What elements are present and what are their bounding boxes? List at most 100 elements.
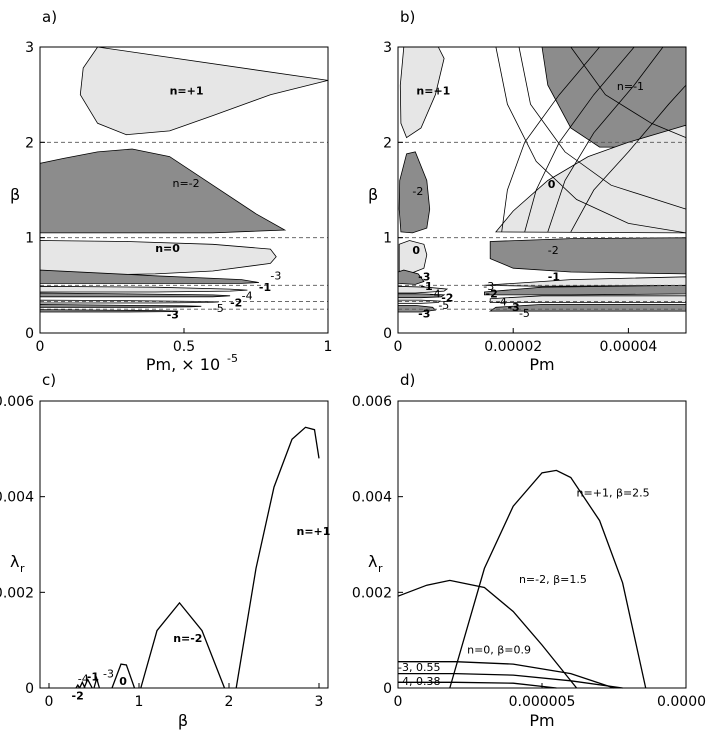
data-label: -2 bbox=[230, 296, 242, 309]
region-1 bbox=[39, 148, 287, 234]
outline-curve-4 bbox=[547, 46, 664, 233]
outline-curve-5 bbox=[570, 84, 687, 233]
data-label: n=+1 bbox=[170, 85, 204, 98]
data-label: -3, 0.55 bbox=[398, 661, 440, 674]
y-tick-label: 0 bbox=[25, 681, 34, 697]
y-tick-label: 0 bbox=[383, 326, 392, 342]
data-label: -4 bbox=[242, 290, 253, 303]
data-label: -2 bbox=[548, 244, 559, 257]
region-2 bbox=[39, 240, 277, 277]
region-8 bbox=[39, 309, 179, 313]
x-axis-label: Pm bbox=[529, 711, 554, 730]
series-line-1 bbox=[140, 601, 226, 689]
series-line-6 bbox=[75, 683, 81, 689]
series-line-0 bbox=[235, 426, 320, 689]
x-axis-label: Pm, × 10 bbox=[146, 355, 220, 374]
region-5 bbox=[39, 292, 231, 298]
x-tick-label: 0.00001 bbox=[657, 694, 706, 710]
panel-label: d) bbox=[400, 371, 415, 389]
region-4 bbox=[39, 285, 248, 293]
data-label: -3 bbox=[270, 270, 281, 283]
y-tick-label: 0.004 bbox=[352, 490, 392, 506]
y-tick-label: 3 bbox=[383, 40, 392, 56]
x-axis-label-exponent: -5 bbox=[227, 352, 238, 365]
x-axis-label: β bbox=[178, 711, 188, 730]
y-axis-label: λ bbox=[10, 552, 19, 571]
region-12 bbox=[484, 284, 687, 296]
outline-curve-0 bbox=[495, 46, 687, 234]
x-tick-label: 0.00002 bbox=[484, 339, 542, 355]
data-label: n=+1 bbox=[297, 525, 331, 538]
x-tick-label: 0 bbox=[45, 694, 54, 710]
data-label: -3 bbox=[167, 309, 179, 322]
plot-frame bbox=[397, 46, 687, 334]
x-tick-label: 0.5 bbox=[173, 339, 195, 355]
series-line-0 bbox=[449, 469, 647, 689]
x-axis-label: Pm bbox=[529, 355, 554, 374]
data-label: n=0, β=0.9 bbox=[467, 644, 531, 657]
panel-label: b) bbox=[400, 8, 415, 26]
data-label: -4, 0.38 bbox=[398, 675, 440, 688]
y-tick-label: 0.006 bbox=[352, 394, 392, 410]
data-label: -3 bbox=[507, 301, 519, 314]
data-label: n=-1 bbox=[617, 80, 644, 93]
data-label: -1 bbox=[259, 281, 271, 294]
outline-curve-1 bbox=[518, 46, 687, 210]
series-line-4 bbox=[398, 681, 557, 689]
x-tick-label: 2 bbox=[225, 694, 234, 710]
data-label: -2 bbox=[441, 292, 453, 305]
x-tick-label: 3 bbox=[315, 694, 324, 710]
data-label: 0 bbox=[119, 675, 127, 688]
series-line-1 bbox=[397, 579, 578, 689]
data-label: -5 bbox=[438, 299, 449, 312]
series-line-2 bbox=[398, 661, 615, 689]
data-label: 0 bbox=[412, 244, 420, 257]
data-label: -5 bbox=[519, 307, 530, 320]
data-label: -4 bbox=[78, 672, 89, 685]
data-label: -4 bbox=[496, 295, 507, 308]
y-axis-label: β bbox=[10, 185, 20, 204]
x-tick-label: 0.000005 bbox=[509, 694, 576, 710]
data-label: n=0 bbox=[155, 242, 180, 255]
x-tick-label: 0.00004 bbox=[599, 339, 657, 355]
region-0 bbox=[79, 46, 329, 136]
y-tick-label: 0.006 bbox=[0, 394, 34, 410]
series-line-5 bbox=[79, 680, 86, 689]
y-tick-label: 1 bbox=[25, 231, 34, 247]
y-tick-label: 1 bbox=[383, 231, 392, 247]
data-label: -2 bbox=[72, 689, 84, 702]
data-label: n=-2 bbox=[173, 632, 202, 645]
y-tick-label: 0.002 bbox=[0, 585, 34, 601]
panel-label: a) bbox=[42, 8, 57, 26]
data-label: -1 bbox=[548, 271, 560, 284]
region-6 bbox=[39, 299, 219, 304]
region-7 bbox=[39, 303, 202, 308]
data-label: n=+1, β=2.5 bbox=[577, 487, 650, 500]
data-label: -3 bbox=[483, 280, 494, 293]
data-label: n=-2 bbox=[172, 177, 199, 190]
chart-panel-3: d) 0 0.000005 0.00001 0 0.002 0.004 0.006 Pm λr n=… bbox=[352, 371, 706, 730]
y-tick-label: 0.002 bbox=[352, 585, 392, 601]
y-tick-label: 2 bbox=[383, 135, 392, 151]
data-label: -1 bbox=[420, 280, 432, 293]
region-3 bbox=[39, 269, 259, 284]
y-tick-label: 0 bbox=[25, 326, 34, 342]
x-tick-label: 0 bbox=[36, 339, 45, 355]
y-axis-label-sub: r bbox=[20, 562, 25, 575]
data-label: n=-2, β=1.5 bbox=[519, 573, 587, 586]
series-line-3 bbox=[93, 675, 101, 689]
data-label: n=+1 bbox=[416, 85, 450, 98]
chart-panel-2: c)012300.0020.0040.006βλrn=+1n=-20-3-1-4… bbox=[0, 371, 330, 730]
x-tick-label: 0 bbox=[394, 339, 403, 355]
series-line-4 bbox=[83, 677, 93, 689]
data-label: -1 bbox=[87, 670, 99, 683]
region-1 bbox=[398, 151, 431, 234]
data-label: -2 bbox=[486, 288, 498, 301]
x-tick-label: 1 bbox=[135, 694, 144, 710]
plot-frame bbox=[39, 400, 329, 689]
y-tick-label: 0.004 bbox=[0, 490, 34, 506]
data-label: -2 bbox=[412, 185, 423, 198]
data-label: -4 bbox=[430, 288, 441, 301]
x-tick-label: 1 bbox=[324, 339, 333, 355]
